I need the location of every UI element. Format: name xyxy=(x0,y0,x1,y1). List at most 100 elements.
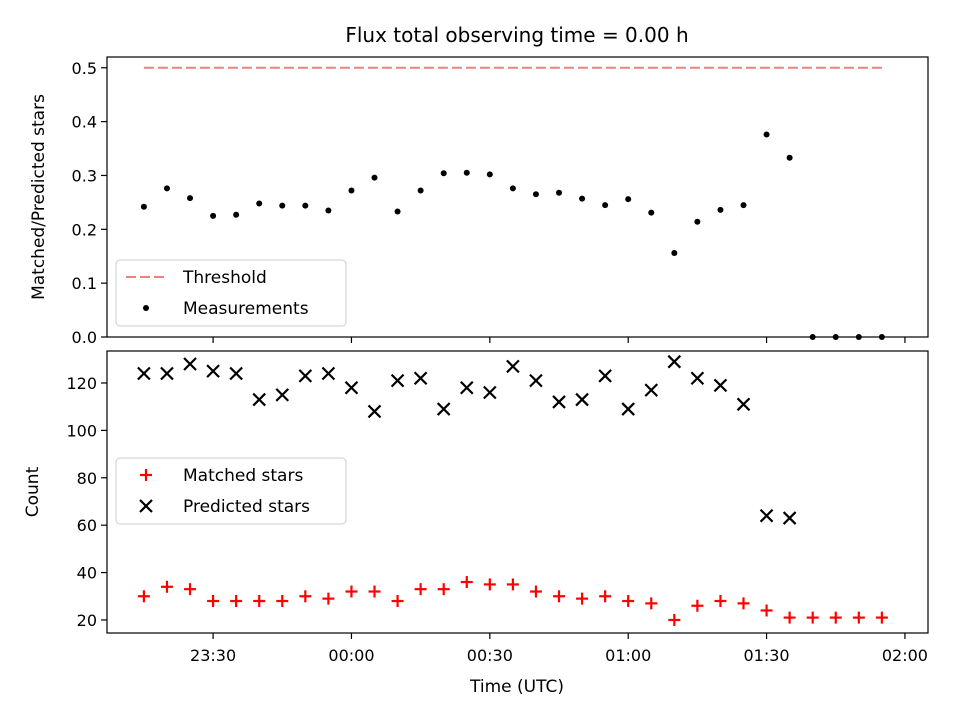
measurement-point xyxy=(233,211,240,218)
measurement-point xyxy=(532,191,539,198)
y-tick-label: 120 xyxy=(66,374,97,393)
matched-stars-marker xyxy=(553,590,566,603)
matched-stars-marker xyxy=(299,590,312,603)
measurement-point xyxy=(394,208,401,215)
y-tick-label: 0.0 xyxy=(72,328,97,347)
predicted-stars-marker xyxy=(275,388,290,402)
measurement-point xyxy=(740,202,747,209)
matched-stars-marker xyxy=(783,611,796,624)
matched-stars-marker xyxy=(460,576,473,589)
predicted-stars-marker xyxy=(667,354,682,369)
y-tick-label: 40 xyxy=(77,564,97,583)
measurement-point xyxy=(302,202,309,209)
legend: Matched stars Predicted stars xyxy=(115,457,347,525)
measurement-point xyxy=(625,196,632,203)
measurement-point xyxy=(279,202,286,209)
matched-stars-marker xyxy=(737,597,750,610)
predicted-stars-marker xyxy=(552,395,566,409)
ratio-panel: 0.0 0.1 0.2 0.3 0.4 0.5 Matched/Predicted star… xyxy=(29,56,929,347)
measurement-point xyxy=(602,202,609,209)
legend-label: Threshold xyxy=(182,268,267,288)
measurement-point xyxy=(440,170,447,177)
measurement-point xyxy=(210,212,217,219)
legend-label: Matched stars xyxy=(183,466,303,486)
y-tick-label: 20 xyxy=(77,611,97,630)
x-tick-label: 01:00 xyxy=(605,646,651,665)
matched-stars-marker xyxy=(714,595,727,608)
matched-stars-marker xyxy=(875,611,888,624)
predicted-stars-marker xyxy=(252,392,266,407)
measurement-point xyxy=(509,185,516,192)
matched-stars-marker xyxy=(576,592,589,605)
y-tick-label: 100 xyxy=(66,421,97,440)
y-tick-label: 0.2 xyxy=(72,220,97,239)
matched-stars-marker xyxy=(622,595,635,608)
matched-stars-marker xyxy=(137,590,150,603)
predicted-stars-marker xyxy=(390,373,405,388)
predicted-stars-marker xyxy=(621,402,635,416)
matched-stars-marker xyxy=(391,595,404,608)
predicted-stars-marker xyxy=(483,385,497,400)
measurement-point xyxy=(371,174,378,181)
matched-stars-marker xyxy=(184,583,197,596)
measurement-point xyxy=(163,185,170,192)
predicted-stars-marker xyxy=(759,508,774,523)
matched-stars-marker xyxy=(414,583,427,596)
predicted-stars-marker xyxy=(137,366,151,381)
predicted-stars-marker xyxy=(713,378,728,393)
matched-stars-marker xyxy=(207,595,220,608)
predicted-stars-marker xyxy=(690,371,705,386)
plot-frame xyxy=(106,350,929,634)
y-axis-label: Count xyxy=(23,466,43,517)
matched-stars-marker xyxy=(345,585,358,598)
matched-stars-marker xyxy=(276,595,289,608)
predicted-stars-marker xyxy=(782,511,797,525)
measurement-point xyxy=(763,131,770,138)
predicted-stars-marker xyxy=(506,359,520,374)
matched-stars-marker xyxy=(437,583,450,596)
predicted-stars-marker xyxy=(598,369,612,383)
matched-stars-marker xyxy=(760,604,773,617)
chart-title: Flux total observing time = 0.00 h xyxy=(345,23,688,47)
matched-stars-marker xyxy=(691,599,704,612)
measurement-point xyxy=(187,195,194,202)
y-tick-label: 60 xyxy=(77,516,97,535)
legend: Threshold Measurements xyxy=(115,259,347,327)
measurement-point xyxy=(463,169,470,176)
y-tick-label: 80 xyxy=(77,469,97,488)
matched-stars-marker xyxy=(829,611,842,624)
measurement-point xyxy=(648,209,655,216)
predicted-stars-marker xyxy=(206,364,220,378)
matched-stars-marker xyxy=(668,613,681,626)
predicted-stars-marker xyxy=(575,392,589,407)
measurement-point xyxy=(486,171,493,178)
predicted-stars-marker xyxy=(298,369,313,383)
measurement-point xyxy=(579,195,586,202)
y-tick-label: 0.4 xyxy=(72,113,97,132)
matched-stars-marker xyxy=(529,585,542,598)
measurement-point xyxy=(140,203,147,210)
measurement-point xyxy=(325,207,332,214)
x-tick-label: 02:00 xyxy=(882,646,928,665)
y-tick-label: 0.5 xyxy=(72,59,97,78)
measurement-point xyxy=(878,334,885,340)
x-tick-label: 23:30 xyxy=(190,646,236,665)
x-axis-label: Time (UTC) xyxy=(469,677,564,697)
measurement-point xyxy=(671,250,678,256)
measurement-point xyxy=(256,200,263,207)
predicted-stars-marker xyxy=(229,366,243,381)
matched-stars-marker xyxy=(645,597,658,610)
y-tick-label: 0.1 xyxy=(72,274,97,293)
legend-label: Measurements xyxy=(183,299,309,319)
matched-stars-marker xyxy=(160,580,173,593)
measurement-point xyxy=(417,187,424,194)
matched-stars-marker xyxy=(506,578,519,591)
matched-stars-marker xyxy=(599,590,612,603)
predicted-stars-marker xyxy=(367,404,382,419)
legend-box xyxy=(115,457,347,525)
matched-stars-marker xyxy=(806,611,819,624)
measurement-point xyxy=(556,189,563,196)
predicted-stars-marker xyxy=(459,380,474,395)
measurement-point xyxy=(348,187,355,194)
matched-stars-marker xyxy=(852,611,865,624)
